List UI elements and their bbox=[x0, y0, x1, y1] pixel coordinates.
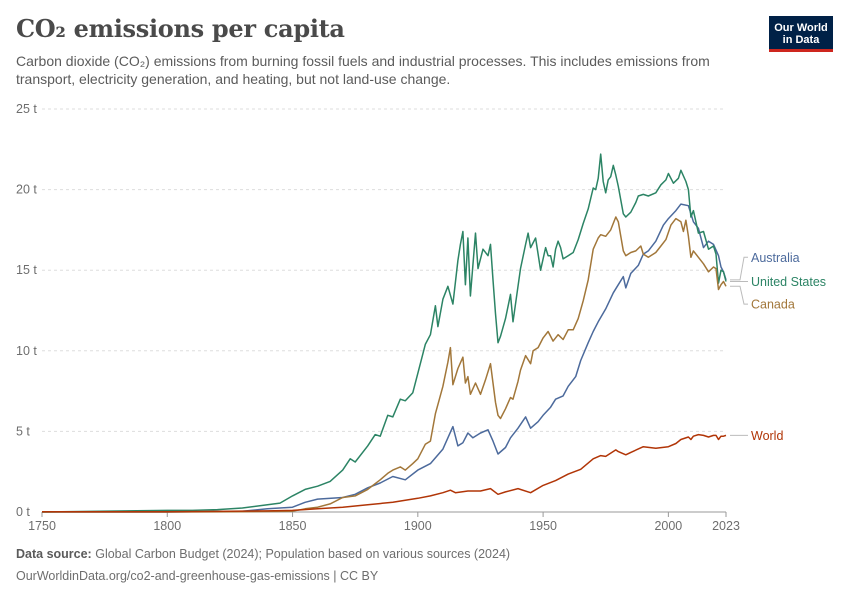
series-label-world[interactable]: World bbox=[751, 429, 783, 443]
x-tick-label: 1800 bbox=[153, 519, 181, 533]
series-label-canada[interactable]: Canada bbox=[751, 298, 795, 312]
y-tick-label: 10 t bbox=[16, 344, 37, 358]
logo-line-2: in Data bbox=[782, 34, 820, 46]
series-lines[interactable] bbox=[41, 153, 727, 513]
x-tick-label: 1850 bbox=[279, 519, 307, 533]
label-connector bbox=[730, 256, 748, 281]
data-source-text: Global Carbon Budget (2024); Population … bbox=[95, 547, 511, 561]
x-tick-label: 1900 bbox=[404, 519, 432, 533]
series-label-australia[interactable]: Australia bbox=[751, 251, 800, 265]
chart-title: CO₂ emissions per capita bbox=[16, 14, 345, 43]
series-labels[interactable]: Australia United States Canada World bbox=[730, 251, 826, 443]
y-tick-label: 5 t bbox=[16, 424, 30, 438]
x-tick-label: 2023 bbox=[712, 519, 740, 533]
y-tick-label: 20 t bbox=[16, 183, 37, 197]
axes: 0 t 5 t 10 t 15 t 20 t 25 t 1750 1800 1850 1900 19… bbox=[16, 102, 740, 533]
y-tick-label: 0 t bbox=[16, 505, 30, 519]
x-tick-label: 1750 bbox=[28, 519, 56, 533]
chart-subtitle: Carbon dioxide (CO₂) emissions from burn… bbox=[16, 53, 710, 87]
owid-logo[interactable]: Our World in Data bbox=[769, 16, 833, 52]
x-tick-label: 2000 bbox=[654, 519, 682, 533]
source-url[interactable]: OurWorldinData.org/co2-and-greenhouse-ga… bbox=[16, 569, 379, 583]
data-source-label: Data source: bbox=[16, 547, 92, 561]
logo-line-1: Our World bbox=[774, 22, 828, 34]
series-line-australia[interactable] bbox=[42, 203, 727, 513]
gridlines bbox=[42, 108, 726, 432]
label-connector bbox=[730, 285, 748, 305]
data-source: Data source: Global Carbon Budget (2024)… bbox=[16, 547, 510, 561]
y-tick-label: 25 t bbox=[16, 102, 37, 116]
line-chart: 0 t 5 t 10 t 15 t 20 t 25 t 1750 1800 1850 1900 19… bbox=[16, 102, 826, 533]
y-tick-label: 15 t bbox=[16, 263, 37, 277]
series-line-united-states[interactable] bbox=[41, 153, 727, 513]
series-line-world[interactable] bbox=[41, 433, 727, 513]
x-tick-label: 1950 bbox=[529, 519, 557, 533]
series-label-united-states[interactable]: United States bbox=[751, 275, 826, 289]
series-line-canada[interactable] bbox=[42, 216, 727, 513]
